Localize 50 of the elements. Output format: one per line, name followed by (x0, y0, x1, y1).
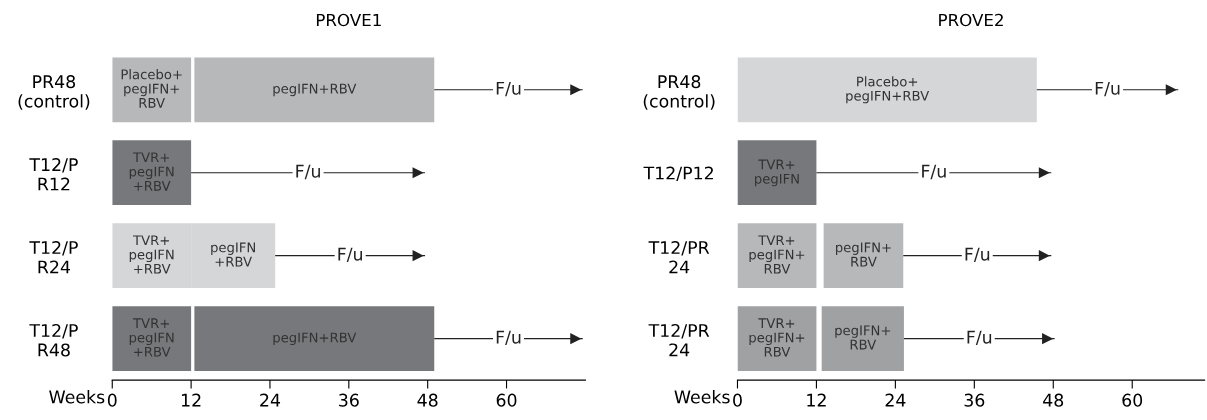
data-label: F/u (922, 164, 946, 180)
bar (194, 57, 435, 123)
data-label: TVR+ pegIFN (755, 159, 799, 187)
data-label: TVR+ pegIFN +RBV (129, 235, 174, 274)
y-tick-label: T12/P12 (643, 166, 713, 181)
y-tick-label: PR48 (control) (643, 75, 715, 110)
y-tick-label: PR48 (control) (18, 75, 90, 110)
data-label: pegIFN+ RBV (836, 242, 891, 267)
x-axis-title: Weeks (674, 390, 730, 404)
data-label: F/u (965, 247, 990, 263)
chart-title: PROVE2 (939, 13, 1003, 27)
bar (737, 57, 1037, 123)
x-tick-label: 60 (1122, 393, 1143, 407)
x-tick-label: 48 (417, 393, 438, 407)
x-tick-label: 0 (733, 393, 742, 407)
y-tick-label: T12/PR 24 (648, 323, 710, 357)
data-label: pegIFN+RBV (273, 83, 357, 97)
bar (737, 140, 817, 206)
x-tick-label: 12 (181, 393, 201, 407)
data-label: TVR+ pegIFN +RBV (129, 318, 174, 357)
x-tick-label: 0 (107, 393, 117, 407)
data-label: F/u (496, 81, 521, 97)
bar (112, 140, 192, 206)
x-tick-label: 36 (964, 393, 985, 407)
bar (112, 306, 192, 371)
y-tick-label: T12/PR 24 (648, 240, 710, 274)
data-label: F/u (496, 330, 521, 346)
y-tick-label: T12/P R12 (29, 158, 78, 191)
data-label: Placebo+ pegIFN+RBV (846, 76, 930, 104)
data-label: Placebo+ pegIFN+ RBV (121, 69, 182, 108)
x-tick-label: 24 (885, 393, 906, 407)
x-tick-label: 48 (1043, 393, 1064, 407)
data-label: F/u (338, 247, 362, 263)
x-tick-label: 36 (339, 393, 359, 407)
x-tick-label: 12 (807, 393, 826, 407)
data-label: F/u (967, 330, 992, 346)
x-axis-title: Weeks (49, 390, 105, 404)
chart-title: PROVE1 (316, 13, 381, 27)
x-tick-label: 24 (260, 393, 281, 407)
data-label: TVR+ pegIFN +RBV (129, 152, 174, 191)
data-label: TVR+ pegIFN+ RBV (749, 318, 805, 357)
y-tick-label: T12/P R24 (29, 240, 78, 274)
x-tick-label: 60 (496, 393, 517, 407)
data-label: pegIFN+RBV (273, 332, 357, 346)
data-label: pegIFN+ RBV (835, 325, 891, 350)
data-label: F/u (296, 164, 320, 180)
data-label: TVR+ pegIFN+ RBV (749, 235, 805, 274)
data-label: F/u (1095, 81, 1120, 97)
data-label: pegIFN +RBV (211, 242, 255, 267)
y-tick-label: T12/P R48 (29, 323, 78, 357)
